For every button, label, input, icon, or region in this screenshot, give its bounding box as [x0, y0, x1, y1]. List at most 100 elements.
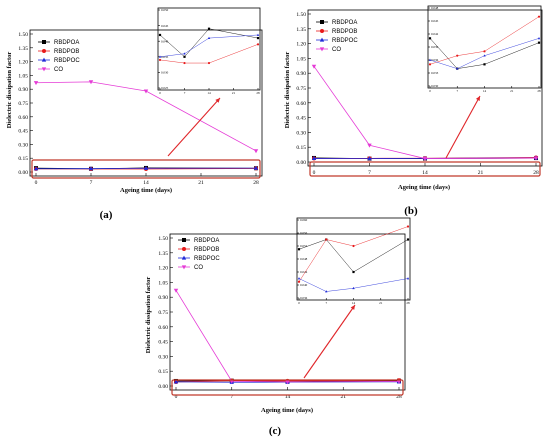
inset-y-tick-label: 0.036	[431, 58, 439, 62]
legend-marker	[319, 37, 325, 42]
inset-x-tick-label: 14	[352, 301, 356, 305]
legend-label: RBDPOA	[194, 238, 219, 244]
inset-data-point-rbdpoc	[256, 33, 260, 36]
data-point-co	[311, 64, 317, 69]
inset-y-tick-label: 0.036	[300, 296, 308, 300]
x-tick-label: 28	[396, 394, 402, 400]
inset-series-line-rbdpob	[429, 16, 540, 65]
inset-data-point-rbdpoc	[428, 58, 432, 61]
chart-panel-2: 0.00 0.15 0.30 0.45 0.60 0.75 0.90 1.05 1.20 1.35…	[284, 5, 543, 217]
inset-y-tick-label: 0.039	[431, 45, 439, 49]
inset-x-tick-label: 0	[429, 89, 431, 93]
zoom-arrow-head	[215, 98, 220, 103]
inset-x-tick-label: 14	[207, 91, 211, 95]
inset-data-point-rbdpoc	[456, 67, 459, 70]
inset-x-tick-label: 7	[184, 91, 186, 95]
legend-marker	[181, 265, 187, 270]
data-point-co	[285, 380, 290, 385]
inset-chart: 0.025 0.030 0.035 0.040 0.045 0.050 0 7 14 21 28	[157, 7, 261, 95]
inset-y-tick-label: 0.025	[161, 86, 169, 90]
x-tick-label: 7	[90, 180, 93, 186]
inset-data-point-rbdpoa	[158, 33, 162, 37]
data-point-rbdpoc	[173, 379, 179, 384]
legend-marker	[181, 255, 187, 260]
x-tick-label: 28	[533, 170, 539, 176]
x-tick-label: 28	[253, 180, 259, 186]
inset-data-point-rbdpoa	[537, 41, 541, 44]
inset-data-point-rbdpoc	[325, 290, 328, 293]
y-tick-label: 0.00	[296, 160, 306, 166]
inset-series-line-rbdpoa	[159, 28, 259, 58]
y-tick-label: 0.15	[158, 369, 168, 375]
inset-y-tick-label: 0.050	[161, 8, 169, 12]
legend-marker	[182, 247, 186, 251]
y-tick-label: 1.50	[158, 236, 168, 242]
data-point-co	[33, 81, 39, 86]
y-tick-label: 0.75	[158, 310, 168, 316]
inset-data-point-rbdpoa	[297, 248, 301, 251]
series-line-co	[175, 290, 400, 383]
inset-series-line-rbdpob	[298, 226, 409, 282]
inset-data-point-rbdpoc	[537, 37, 541, 40]
y-tick-label: 0.30	[296, 130, 306, 136]
y-tick-label: 1.35	[18, 46, 28, 52]
inset-data-point-rbdpoa	[483, 63, 486, 66]
panel-label: (b)	[404, 205, 418, 217]
data-point-rbdpoc	[367, 156, 372, 161]
inset-data-point-rbdpob	[183, 61, 186, 65]
inset-y-tick-label: 0.045	[431, 19, 439, 23]
inset-series-line-rbdpob	[159, 44, 259, 64]
inset-frame	[427, 5, 542, 89]
data-point-rbdpoc	[33, 166, 39, 171]
x-axis-label: Ageing time (days)	[261, 407, 313, 414]
x-tick-label: 0	[313, 170, 316, 176]
highlight-box	[31, 159, 261, 179]
inset-data-point-rbdpob	[207, 61, 211, 65]
inset-x-tick-label: 28	[256, 91, 260, 95]
inset-chart: 0.030 0.033 0.036 0.039 0.042 0.045 0.048 0 7 14 2…	[427, 5, 542, 93]
data-point-co	[88, 80, 94, 85]
inset-data-point-rbdpoc	[158, 55, 162, 58]
zoom-arrow	[167, 97, 221, 157]
legend-label: RBDPOC	[332, 38, 358, 44]
inset-data-point-rbdpoa	[428, 37, 432, 40]
data-point-co	[422, 156, 428, 161]
inset-y-tick-label: 0.030	[161, 71, 169, 75]
inset-data-point-rbdpob	[483, 50, 486, 53]
inset-y-tick-label: 0.040	[161, 39, 169, 43]
y-axis-label: Dielectric dissipation factor	[6, 52, 13, 129]
inset-y-tick-label: 0.052	[300, 244, 308, 248]
legend-marker	[42, 49, 46, 53]
inset-chart: 0.036 0.040 0.044 0.048 0.052 0.056 0.060 0 7 14 2…	[296, 217, 411, 305]
zoom-arrow	[445, 95, 481, 159]
data-point-co	[229, 379, 234, 384]
inset-data-point-rbdpoc	[352, 286, 355, 290]
data-point-co	[367, 143, 372, 148]
inset-data-point-rbdpob	[256, 43, 260, 46]
y-tick-label: 0.30	[18, 142, 28, 148]
legend-marker	[320, 20, 324, 24]
x-tick-label: 14	[422, 170, 428, 176]
x-tick-label: 0	[175, 394, 178, 400]
inset-y-tick-label: 0.045	[161, 24, 169, 28]
inset-data-point-rbdpoa	[406, 238, 410, 241]
inset-x-tick-label: 28	[406, 301, 410, 305]
data-point-rbdpoc	[143, 165, 149, 170]
x-tick-label: 21	[478, 170, 484, 176]
legend-label: CO	[54, 67, 63, 73]
zoom-arrow	[303, 304, 356, 379]
y-tick-label: 0.75	[18, 101, 28, 107]
data-point-co	[143, 89, 149, 94]
legend: RBDPOA RBDPOB RBDPOC CO	[316, 20, 358, 53]
series-line-rbdpoc	[35, 167, 257, 170]
inset-data-point-rbdpoc	[297, 277, 301, 280]
inset-x-tick-label: 21	[510, 89, 514, 93]
y-tick-label: 0.15	[296, 145, 306, 151]
legend-label: RBDPOA	[332, 20, 357, 26]
legend-label: CO	[194, 265, 203, 271]
y-tick-label: 0.15	[18, 156, 28, 162]
x-axis-label: Ageing time (days)	[398, 184, 450, 191]
legend-label: RBDPOC	[54, 58, 80, 64]
zoom-arrow-head	[350, 305, 355, 310]
y-tick-label: 0.45	[18, 129, 28, 135]
